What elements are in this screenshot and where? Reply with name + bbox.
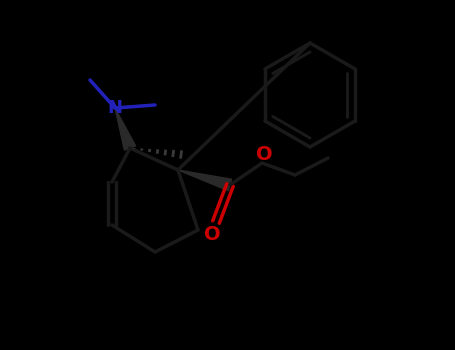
- Polygon shape: [178, 170, 232, 191]
- Text: N: N: [107, 99, 122, 117]
- Polygon shape: [115, 108, 136, 150]
- Text: O: O: [204, 225, 220, 245]
- Text: O: O: [256, 145, 272, 163]
